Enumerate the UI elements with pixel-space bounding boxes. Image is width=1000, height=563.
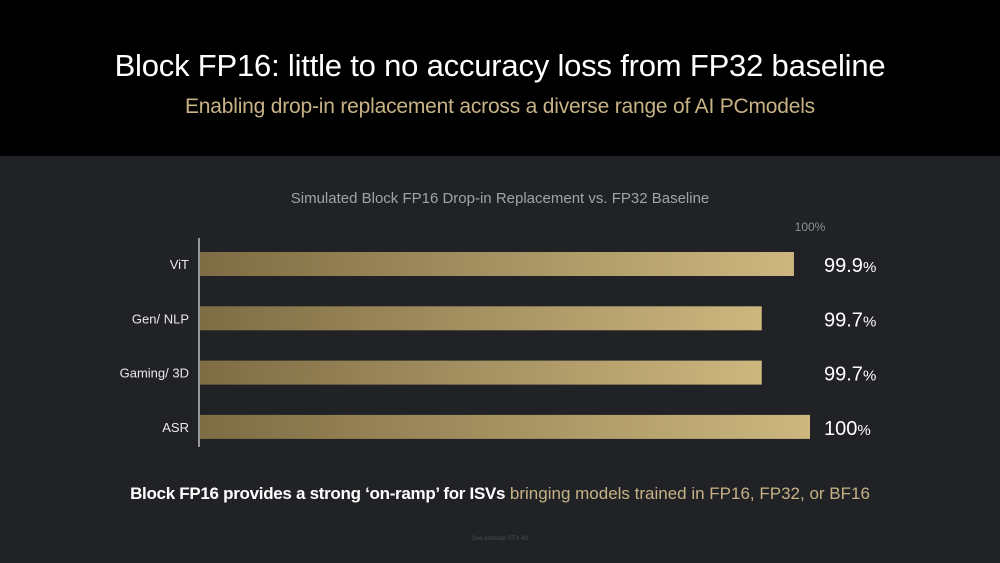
value-suffix: % bbox=[863, 259, 876, 276]
value-label: 99.7% bbox=[824, 309, 876, 331]
endnote: See endnote STX-43 bbox=[471, 536, 529, 542]
value-number: 99.7 bbox=[824, 309, 863, 331]
chart-title: Simulated Block FP16 Drop-in Replacement… bbox=[290, 190, 710, 207]
bar bbox=[200, 414, 810, 439]
value-label: 100% bbox=[824, 418, 871, 440]
footer-statement: Block FP16 provides a strong ‘on-ramp’ f… bbox=[0, 484, 1000, 504]
header-band: Block FP16: little to no accuracy loss f… bbox=[0, 0, 1000, 156]
bar bbox=[200, 252, 794, 276]
value-label: 99.7% bbox=[824, 364, 876, 386]
value-label: 99.9% bbox=[824, 255, 876, 277]
page-title: Block FP16: little to no accuracy loss f… bbox=[114, 48, 886, 83]
category-label: Gaming/ 3D bbox=[120, 366, 189, 381]
value-number: 100 bbox=[824, 418, 857, 440]
footer-statement-bold: Block FP16 provides a strong ‘on-ramp’ f… bbox=[130, 484, 506, 503]
bar bbox=[200, 306, 762, 331]
value-suffix: % bbox=[863, 368, 876, 385]
value-number: 99.7 bbox=[824, 364, 863, 386]
footer-statement-rest: bringing models trained in FP16, FP32, o… bbox=[509, 484, 870, 503]
value-suffix: % bbox=[863, 313, 876, 330]
bar-chart: 100% ViT 99.9% Gen/ NLP 99.7% Gaming/ 3D 99.7%… bbox=[120, 220, 876, 447]
category-label: Gen/ NLP bbox=[132, 311, 189, 326]
reference-label: 100% bbox=[795, 220, 826, 234]
value-number: 99.9 bbox=[824, 255, 863, 277]
value-suffix: % bbox=[857, 422, 870, 439]
category-label: ViT bbox=[170, 257, 189, 272]
bar bbox=[200, 360, 762, 385]
category-label: ASR bbox=[162, 420, 189, 435]
page-subtitle: Enabling drop-in replacement across a di… bbox=[185, 95, 815, 118]
